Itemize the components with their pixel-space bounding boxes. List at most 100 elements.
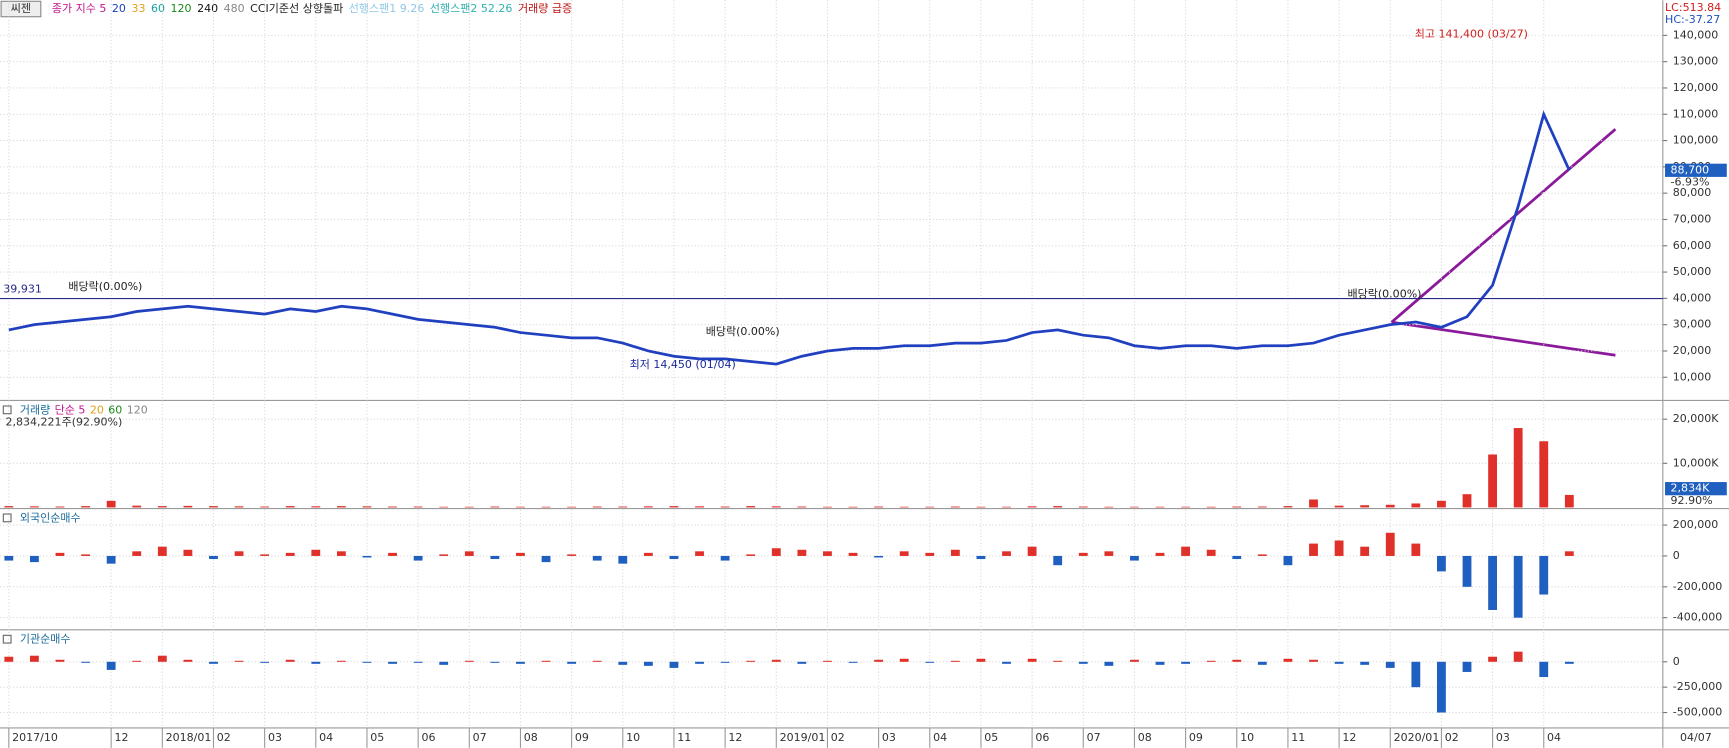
x-tick-label: 02 [217, 731, 231, 744]
bar [132, 660, 142, 662]
bar [260, 661, 270, 663]
panel-title-part: 기관순매수 [20, 633, 71, 646]
y-tick-label: -500,000 [1673, 706, 1723, 719]
panel-title-part: 20 [90, 403, 104, 416]
bar [4, 506, 14, 508]
stock-name[interactable]: 씨젠 [11, 2, 31, 15]
bar [285, 552, 295, 556]
bar [234, 551, 244, 556]
panel-title: 거래량 단순 5 20 60 120 [20, 403, 148, 416]
y-tick-label: 10,000K [1673, 456, 1720, 469]
bar [183, 549, 193, 556]
bar [1130, 506, 1139, 508]
annotation: 배당락(0.00%) [1347, 288, 1421, 301]
legend-entry: 240 [197, 2, 218, 15]
bar [746, 660, 756, 662]
panel-icon [2, 405, 12, 415]
bar [1513, 428, 1523, 508]
bar [1437, 555, 1446, 572]
bar [1539, 555, 1549, 595]
bar [1002, 661, 1011, 664]
bar [1232, 659, 1242, 662]
bar [976, 658, 986, 662]
bar [1130, 659, 1139, 662]
bar [1257, 554, 1267, 556]
bar [490, 555, 500, 560]
future-date-label: 04/07 [1680, 731, 1712, 744]
bar [1078, 506, 1088, 508]
bar [1411, 503, 1421, 508]
bar [669, 555, 679, 560]
bar [823, 506, 832, 508]
bar [848, 506, 858, 508]
x-tick-label: 06 [1035, 731, 1049, 744]
legend-entry: 33 [131, 2, 145, 15]
bar [695, 506, 704, 508]
hc-label: HC:-37.27 [1665, 13, 1720, 26]
bar [1206, 549, 1216, 556]
x-tick-label: 11 [1291, 731, 1305, 744]
bar [771, 659, 781, 662]
legend-entry: 선행스팬1 9.26 [349, 2, 425, 15]
bar [183, 505, 193, 508]
legend-entry: 종가 지수 5 [52, 2, 107, 15]
bar [439, 506, 449, 508]
bar [336, 506, 346, 508]
stock-button[interactable] [0, 0, 42, 18]
x-tick-label: 09 [1189, 731, 1203, 744]
bar [490, 661, 500, 663]
bar [1564, 661, 1574, 664]
legend-entry: 480 [224, 2, 245, 15]
bar [643, 661, 653, 666]
bar [1539, 661, 1549, 678]
bar [1385, 532, 1395, 556]
bar [567, 506, 577, 508]
y-tick-label: 30,000 [1673, 318, 1712, 331]
legend-entry: 20 [112, 2, 126, 15]
bar [362, 506, 372, 508]
bar [976, 555, 986, 560]
bar [720, 661, 730, 663]
legend-entry: 120 [171, 2, 192, 15]
bar [362, 661, 372, 663]
x-tick-label: 08 [1138, 731, 1152, 744]
volume-last-label: 2,834K [1671, 482, 1711, 495]
bar [1002, 551, 1011, 556]
bar [1283, 555, 1293, 566]
bar [311, 549, 321, 556]
bar [336, 551, 346, 556]
y-tick-label: 40,000 [1673, 291, 1712, 304]
bar [823, 551, 832, 556]
bar [1411, 661, 1421, 688]
bar [1104, 661, 1114, 666]
x-tick-label: 07 [473, 731, 487, 744]
y-tick-label: 50,000 [1673, 265, 1712, 278]
x-tick-label: 12 [728, 731, 742, 744]
bar [1360, 546, 1370, 556]
bar [925, 506, 935, 508]
x-tick-label: 05 [984, 731, 998, 744]
bar [183, 659, 193, 662]
panel-title-part: 단순 5 [55, 403, 86, 416]
annotation: 배당락(0.00%) [706, 325, 780, 338]
legend-entry: CCI기준선 상향돌파 [250, 2, 343, 15]
bar [1488, 656, 1497, 662]
bar [1155, 552, 1165, 556]
bar [1232, 506, 1242, 508]
bar [695, 661, 704, 664]
toolbar-legend: 종가 지수 5 20 33 60 120 240 480 CCI기준선 상향돌파 선행스팬1 9… [52, 2, 572, 15]
bar [1513, 651, 1523, 662]
bar [1155, 506, 1165, 508]
bar [81, 661, 90, 663]
bar [771, 548, 781, 556]
bar [1053, 506, 1063, 508]
bar [1283, 506, 1293, 508]
bar [132, 551, 142, 556]
bar [1360, 505, 1370, 508]
bar [29, 655, 39, 662]
bar [4, 555, 14, 561]
bar [516, 661, 525, 664]
legend-entry: 선행스팬2 52.26 [430, 2, 513, 15]
y-tick-label: 60,000 [1673, 239, 1712, 252]
bar [1002, 506, 1011, 508]
